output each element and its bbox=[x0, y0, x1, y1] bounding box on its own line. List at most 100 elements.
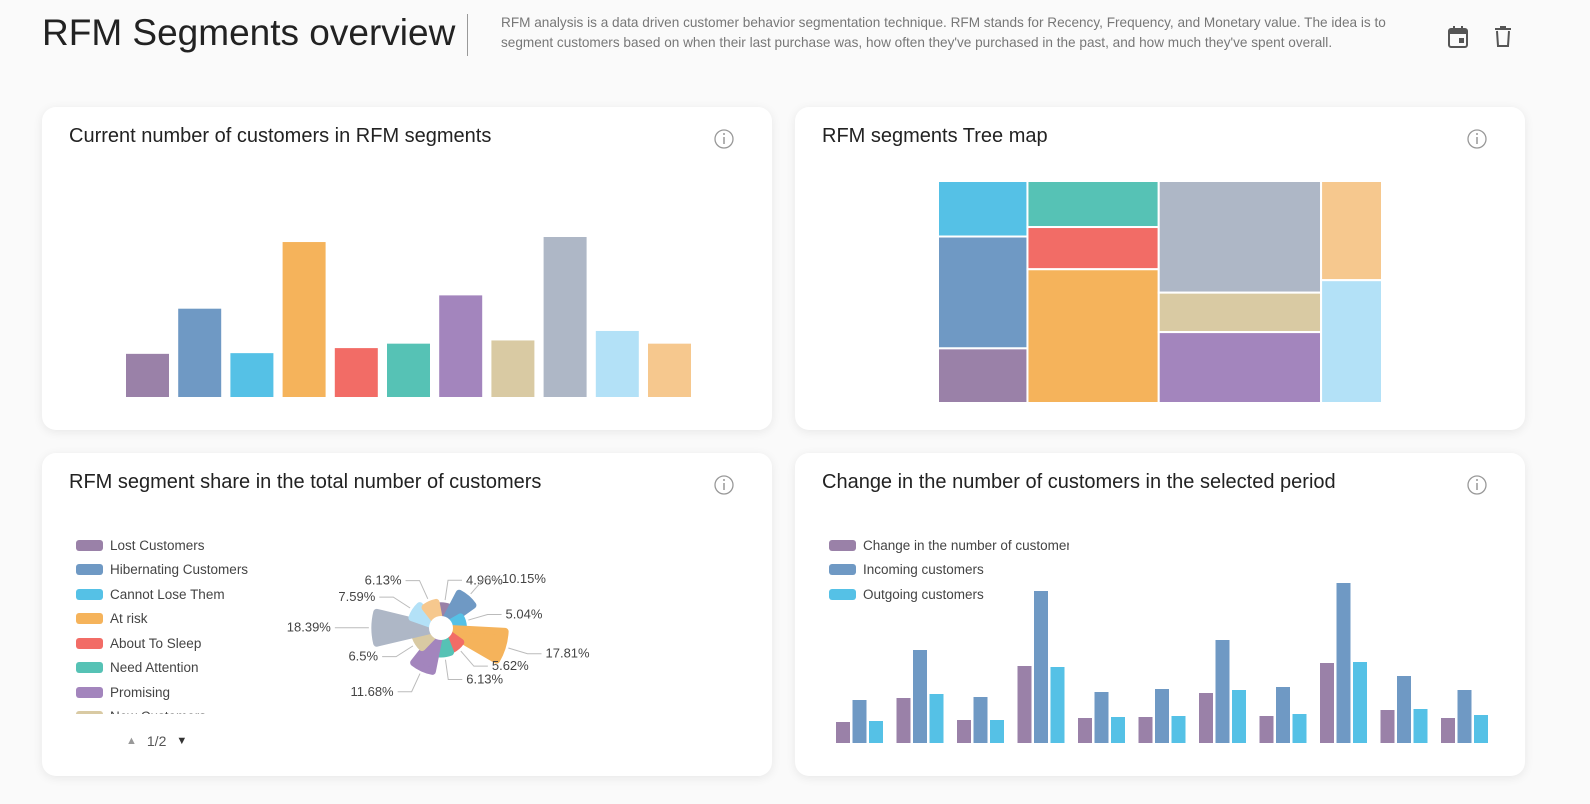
leader-line bbox=[444, 579, 463, 601]
legend: Lost Customers Hibernating Customers Canno… bbox=[76, 533, 316, 714]
data-label: 6.5% bbox=[348, 649, 378, 664]
leader-line bbox=[379, 596, 411, 609]
legend-item: Change in the number of customers bbox=[829, 533, 1069, 558]
leader-line bbox=[508, 647, 542, 655]
treemap-tile bbox=[1157, 180, 1323, 294]
treemap-tile bbox=[937, 180, 1029, 238]
legend-swatch bbox=[76, 539, 103, 551]
data-label: 6.13% bbox=[466, 672, 503, 687]
bar bbox=[543, 237, 587, 397]
bar bbox=[1413, 709, 1428, 743]
treemap-tile bbox=[1157, 291, 1323, 334]
bar bbox=[1111, 717, 1125, 743]
bar bbox=[896, 698, 911, 743]
legend-swatch bbox=[76, 686, 103, 698]
bar bbox=[439, 295, 483, 397]
bar bbox=[869, 721, 883, 743]
card-title: RFM segments Tree map bbox=[822, 125, 1048, 147]
treemap-tile bbox=[1026, 226, 1160, 271]
leader-line bbox=[470, 578, 498, 595]
bar bbox=[1441, 718, 1455, 743]
bar bbox=[1050, 667, 1065, 743]
delete-button[interactable] bbox=[1492, 24, 1514, 50]
bar bbox=[1094, 692, 1109, 743]
page-up[interactable]: ▲ bbox=[126, 735, 137, 747]
legend-item: Hibernating Customers bbox=[76, 558, 316, 583]
treemap-tile bbox=[937, 347, 1029, 405]
card: Change in the number of customers in the… bbox=[795, 453, 1525, 776]
info-icon-part bbox=[723, 133, 725, 135]
info-icon-part bbox=[1476, 479, 1478, 481]
treemap-tile bbox=[1320, 279, 1383, 404]
treemap-tile bbox=[937, 235, 1029, 350]
treemap-tile bbox=[1157, 331, 1323, 404]
card-title: Current number of customers in RFM segme… bbox=[69, 125, 492, 147]
page-indicator: 1/2 bbox=[146, 733, 167, 749]
legend-label: About To Sleep bbox=[110, 635, 202, 651]
legend-label: Need Attention bbox=[110, 660, 199, 676]
page-title: RFM Segments overview bbox=[42, 12, 456, 53]
separator bbox=[467, 14, 468, 56]
data-label: 11.68% bbox=[350, 684, 394, 699]
chart: 4.96%10.15%5.04%17.81%5.62%6.13%11.68%6.… bbox=[287, 475, 734, 699]
chart bbox=[937, 129, 1487, 405]
legend-swatch bbox=[829, 539, 856, 551]
legend-item: About To Sleep bbox=[76, 631, 316, 656]
data-label: 17.81% bbox=[546, 646, 591, 661]
bar bbox=[126, 353, 169, 397]
bar bbox=[1380, 710, 1395, 743]
leader-line bbox=[397, 673, 421, 693]
legend-item: New Customers bbox=[76, 705, 316, 714]
chart bbox=[126, 129, 734, 397]
chart bbox=[836, 475, 1488, 743]
card-title: RFM segment share in the total number of… bbox=[69, 471, 542, 493]
bar bbox=[1276, 687, 1290, 743]
legend-swatch bbox=[76, 588, 103, 600]
bar bbox=[178, 308, 222, 397]
card: Current number of customers in RFM segme… bbox=[42, 107, 772, 430]
legend-swatch bbox=[76, 637, 103, 649]
treemap-tile bbox=[1026, 180, 1160, 229]
info-button[interactable] bbox=[1467, 475, 1487, 495]
legend-label: Hibernating Customers bbox=[110, 562, 249, 578]
bar bbox=[1215, 640, 1230, 743]
legend-label: Promising bbox=[110, 684, 171, 700]
leader-line bbox=[444, 659, 463, 681]
legend-item: At risk bbox=[76, 607, 316, 632]
calendar-button[interactable] bbox=[1446, 24, 1470, 50]
bar bbox=[990, 720, 1004, 743]
legend: Change in the number of customers Incomin… bbox=[829, 533, 1069, 607]
bar bbox=[387, 343, 430, 397]
data-label: 6.13% bbox=[365, 573, 402, 588]
bar bbox=[1292, 714, 1307, 743]
legend-swatch bbox=[76, 613, 103, 625]
bar bbox=[852, 700, 867, 743]
legend-item: Outgoing customers bbox=[829, 582, 1069, 607]
leader-line bbox=[468, 613, 502, 621]
data-label: 5.04% bbox=[506, 606, 543, 621]
info-button[interactable] bbox=[714, 129, 734, 149]
bar bbox=[957, 720, 971, 743]
bar bbox=[929, 694, 944, 743]
legend-item: Need Attention bbox=[76, 656, 316, 681]
info-button[interactable] bbox=[1467, 129, 1487, 149]
data-label: 10.15% bbox=[502, 571, 547, 586]
legend-label: At risk bbox=[110, 611, 148, 627]
info-icon-part bbox=[723, 479, 725, 481]
bar bbox=[973, 697, 988, 743]
bar bbox=[595, 330, 639, 397]
legend-item: Incoming customers bbox=[829, 558, 1069, 583]
page-down[interactable]: ▼ bbox=[176, 735, 188, 747]
page-description: RFM analysis is a data driven customer b… bbox=[501, 15, 1386, 50]
legend-label: New Customers bbox=[110, 709, 206, 714]
bar bbox=[1199, 693, 1213, 743]
bar bbox=[1078, 718, 1092, 743]
legend-item: Lost Customers bbox=[76, 533, 316, 558]
bar bbox=[1320, 663, 1334, 743]
legend-swatch bbox=[76, 662, 103, 674]
bar bbox=[1034, 591, 1048, 743]
bar bbox=[282, 242, 326, 397]
bar bbox=[1171, 716, 1186, 743]
info-button[interactable] bbox=[714, 475, 734, 495]
